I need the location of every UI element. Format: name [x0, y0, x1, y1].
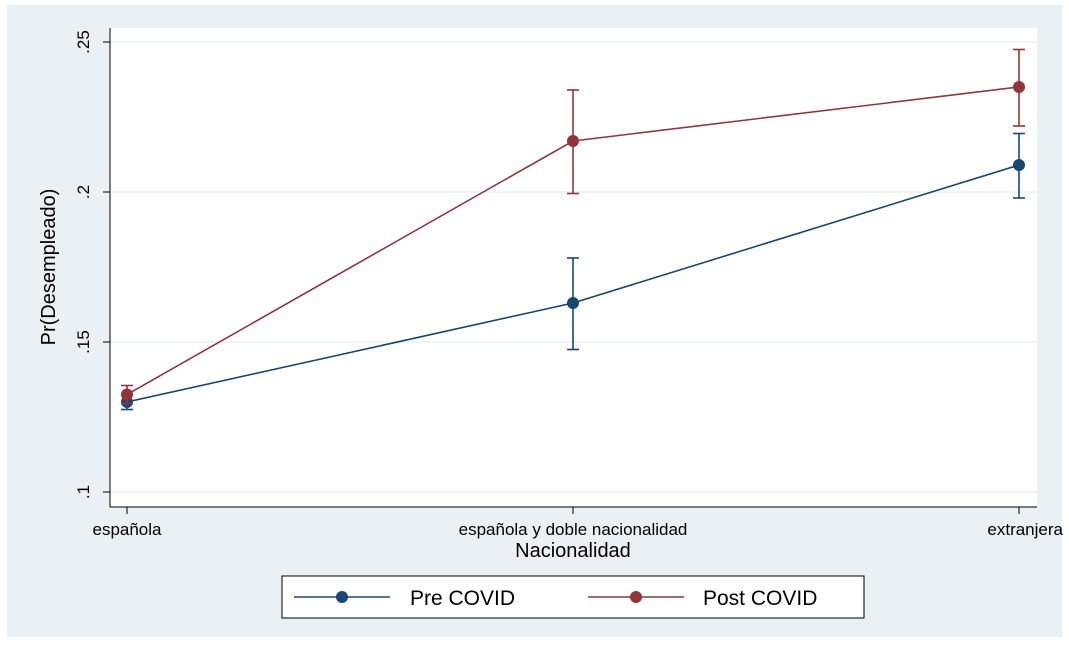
legend: Pre COVID Post COVID — [281, 575, 865, 619]
y-axis-title: Pr(Desempleado) — [38, 189, 60, 346]
data-point — [567, 135, 579, 147]
x-tick-label: extranjera — [987, 520, 1063, 539]
series-1 — [121, 48, 1025, 405]
data-point — [567, 297, 579, 309]
y-tick-label: .15 — [74, 330, 93, 354]
x-axis-title: Nacionalidad — [515, 540, 631, 562]
data-point — [1013, 81, 1025, 93]
y-tick-label: .1 — [74, 485, 93, 499]
legend-marker — [630, 591, 642, 603]
legend-label: Pre COVID — [410, 587, 515, 610]
x-tick-label: española y doble nacionalidad — [459, 520, 688, 539]
legend-label: Post COVID — [703, 587, 817, 610]
legend-marker — [336, 591, 348, 603]
x-tick-label: española — [92, 520, 162, 539]
data-point — [1013, 159, 1025, 171]
axes: .1 .15 .2 .25 española española y doble nacio… — [38, 28, 1064, 562]
y-tick-label: .2 — [74, 185, 93, 199]
y-tick-label: .25 — [74, 30, 93, 54]
series-group — [121, 48, 1025, 411]
data-point — [121, 388, 133, 401]
